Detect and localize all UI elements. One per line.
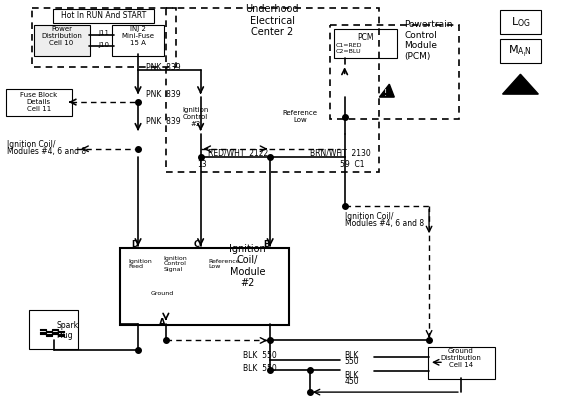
Text: BLK  550: BLK 550 — [243, 351, 277, 360]
Text: PNK  839: PNK 839 — [146, 63, 181, 72]
Text: Reference
Low: Reference Low — [209, 259, 240, 269]
Text: A: A — [159, 318, 166, 327]
Text: J11: J11 — [98, 29, 109, 35]
Polygon shape — [503, 74, 539, 94]
Text: PNK  839: PNK 839 — [146, 90, 181, 99]
Text: CAUTION: CAUTION — [501, 95, 526, 100]
Text: 13: 13 — [198, 160, 207, 169]
Text: Power
Distribution
Cell 10: Power Distribution Cell 10 — [41, 26, 82, 46]
Text: INJ 2
Mini-Fuse
15 A: INJ 2 Mini-Fuse 15 A — [121, 26, 155, 46]
Text: !: ! — [383, 89, 387, 98]
Text: 59  C1: 59 C1 — [340, 160, 364, 169]
Text: !: ! — [518, 82, 523, 92]
Text: $\mathsf{M_{A_I N}}$: $\mathsf{M_{A_I N}}$ — [508, 44, 532, 59]
Text: Ignition Coil/: Ignition Coil/ — [7, 140, 55, 149]
Text: BLK  550: BLK 550 — [243, 364, 277, 373]
Text: Ignition Coil/: Ignition Coil/ — [345, 212, 393, 221]
Text: BLK: BLK — [345, 371, 359, 380]
Text: Fuse Block
Details
Cell 11: Fuse Block Details Cell 11 — [20, 92, 58, 112]
FancyBboxPatch shape — [34, 24, 91, 56]
Text: C1=RED: C1=RED — [336, 43, 362, 48]
Text: 550: 550 — [345, 357, 359, 366]
Text: Modules #4, 6 and 8: Modules #4, 6 and 8 — [345, 219, 424, 228]
Text: BLK: BLK — [345, 351, 359, 360]
Text: Powertrain
Control
Module
(PCM): Powertrain Control Module (PCM) — [404, 20, 453, 60]
Text: 450: 450 — [345, 377, 359, 386]
Text: RED/WHT  2122: RED/WHT 2122 — [207, 148, 268, 157]
Text: $\mathsf{L_{OG}}$: $\mathsf{L_{OG}}$ — [511, 15, 530, 29]
Text: Ignition
Coil/
Module
#2: Ignition Coil/ Module #2 — [229, 244, 266, 288]
Text: Ground
Distribution
Cell 14: Ground Distribution Cell 14 — [440, 348, 481, 368]
Polygon shape — [379, 84, 394, 97]
Text: BRN/WHT  2130: BRN/WHT 2130 — [310, 148, 371, 157]
Text: PCM: PCM — [357, 33, 374, 42]
Text: Ignition
Feed: Ignition Feed — [128, 259, 152, 269]
Text: C2=BLU: C2=BLU — [336, 49, 361, 54]
Text: Ground: Ground — [151, 291, 174, 296]
Text: Ignition
Control
#2: Ignition Control #2 — [182, 107, 209, 127]
Text: PNK  839: PNK 839 — [146, 118, 181, 126]
Text: B: B — [263, 239, 270, 248]
Text: C: C — [193, 239, 200, 248]
Text: Spark
Plug: Spark Plug — [56, 321, 78, 340]
Text: Reference
Low: Reference Low — [282, 111, 317, 124]
Text: Ignition
Control
Signal: Ignition Control Signal — [164, 256, 188, 272]
Text: Underhood
Electrical
Center 2: Underhood Electrical Center 2 — [245, 4, 299, 37]
Text: J10: J10 — [98, 42, 109, 49]
Text: Modules #4, 6 and 8: Modules #4, 6 and 8 — [7, 147, 86, 156]
Text: Hot In RUN And START: Hot In RUN And START — [60, 11, 146, 20]
Text: D: D — [131, 239, 138, 248]
